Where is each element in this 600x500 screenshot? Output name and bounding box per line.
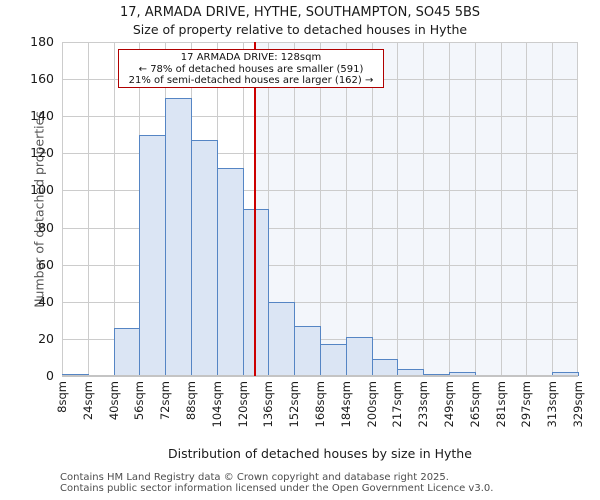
y-tick-label: 180 xyxy=(30,34,54,49)
x-tick-label: 217sqm xyxy=(390,381,404,428)
footer-attribution-line-1: Contains HM Land Registry data © Crown c… xyxy=(60,472,449,483)
annotation-line-3: 21% of semi-detached houses are larger (… xyxy=(128,75,374,87)
vertical-gridline xyxy=(294,42,295,376)
y-tick-label: 140 xyxy=(30,108,54,124)
x-tick-label: 120sqm xyxy=(236,381,250,428)
annotation-line-1: 17 ARMADA DRIVE: 128sqm xyxy=(180,52,322,63)
y-tick-label: 60 xyxy=(38,256,54,272)
histogram-bar xyxy=(165,97,192,376)
histogram-bar xyxy=(294,325,321,376)
y-tick-label: 0 xyxy=(46,368,54,383)
vertical-gridline xyxy=(88,42,89,376)
x-tick-label: 249sqm xyxy=(442,381,456,428)
x-tick-label: 313sqm xyxy=(545,381,559,428)
vertical-gridline xyxy=(552,42,553,376)
annotation-line-2: ← 78% of detached houses are smaller (59… xyxy=(138,63,364,75)
x-axis-label: Distribution of detached houses by size … xyxy=(168,446,472,461)
y-tick-label: 120 xyxy=(30,145,54,161)
x-tick-label: 152sqm xyxy=(287,381,301,428)
vertical-gridline xyxy=(62,42,63,376)
chart-subtitle: Size of property relative to detached ho… xyxy=(132,22,468,37)
histogram-bar xyxy=(191,140,218,376)
y-tick-label: 100 xyxy=(30,182,54,198)
vertical-gridline xyxy=(449,42,450,376)
vertical-gridline xyxy=(423,42,424,376)
chart-title: 17, ARMADA DRIVE, HYTHE, SOUTHAMPTON, SO… xyxy=(119,5,480,20)
x-tick-label: 297sqm xyxy=(519,381,533,428)
annotation-box: 17 ARMADA DRIVE: 128sqm ← 78% of detache… xyxy=(118,49,384,88)
x-tick-label: 233sqm xyxy=(416,381,430,428)
x-tick-label: 184sqm xyxy=(339,381,353,428)
x-tick-label: 329sqm xyxy=(571,381,585,428)
plot-area: 17 ARMADA DRIVE: 128sqm ← 78% of detache… xyxy=(62,42,579,377)
histogram-bar xyxy=(320,344,347,376)
vertical-gridline xyxy=(501,42,502,376)
x-tick-label: 88sqm xyxy=(184,381,198,421)
vertical-gridline xyxy=(397,42,398,376)
shaded-region-larger-sizes xyxy=(254,42,578,376)
y-tick-label: 20 xyxy=(38,330,54,346)
y-tick-label: 160 xyxy=(30,71,54,87)
histogram-bar xyxy=(114,327,140,376)
x-axis-line xyxy=(62,375,578,377)
x-tick-label: 281sqm xyxy=(494,381,508,428)
x-tick-label: 40sqm xyxy=(107,381,121,421)
vertical-gridline xyxy=(475,42,476,376)
x-tick-label: 72sqm xyxy=(158,381,172,421)
vertical-gridline xyxy=(526,42,527,376)
histogram-bar xyxy=(243,209,269,376)
x-tick-label: 168sqm xyxy=(313,381,327,428)
x-tick-label: 136sqm xyxy=(261,381,275,428)
x-tick-label: 56sqm xyxy=(132,381,146,421)
y-tick-label: 40 xyxy=(38,293,54,309)
property-size-marker-line xyxy=(253,42,256,376)
histogram-bar xyxy=(139,134,166,376)
histogram-bar xyxy=(346,337,373,376)
x-tick-label: 104sqm xyxy=(210,381,224,428)
histogram-bar xyxy=(372,359,398,376)
footer-attribution-line-2: Contains public sector information licen… xyxy=(60,483,494,494)
vertical-gridline xyxy=(577,42,578,376)
x-tick-label: 8sqm xyxy=(55,381,69,413)
x-tick-label: 24sqm xyxy=(81,381,95,421)
vertical-gridline xyxy=(372,42,373,376)
histogram-bar xyxy=(268,301,295,376)
x-tick-label: 265sqm xyxy=(468,381,482,428)
vertical-gridline xyxy=(346,42,347,376)
histogram-bar xyxy=(217,168,244,376)
y-tick-label: 80 xyxy=(38,219,54,235)
vertical-gridline xyxy=(114,42,115,376)
y-axis-label: Number of detached properties xyxy=(31,111,47,308)
vertical-gridline xyxy=(320,42,321,376)
x-tick-label: 200sqm xyxy=(365,381,379,428)
